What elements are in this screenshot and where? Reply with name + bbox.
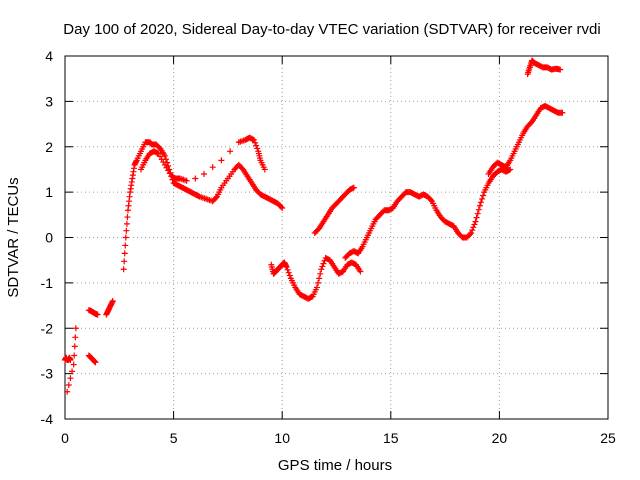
y-axis-label: SDTVAR / TECUs (5, 177, 22, 297)
data-point (467, 231, 474, 238)
y-tick-label: -1 (41, 275, 54, 291)
y-tick-label: 2 (45, 139, 53, 155)
data-point (469, 227, 476, 234)
plot-frame (64, 55, 609, 420)
data-point (121, 250, 128, 257)
ticks: 0 5 10 15 20 25 -4 -3 -2 -1 0 1 2 3 4 (41, 48, 616, 446)
data-point (279, 205, 286, 212)
data-point (473, 214, 480, 221)
data-point (278, 203, 285, 210)
data-point (120, 266, 127, 273)
data-point (479, 195, 486, 202)
y-tick-label: -3 (41, 366, 54, 382)
data-point (124, 214, 131, 221)
data-point (476, 202, 483, 209)
data-point (315, 279, 322, 286)
y-tick-label: 1 (45, 184, 53, 200)
data-point (471, 221, 478, 228)
data-point (254, 145, 261, 152)
data-point (64, 388, 71, 395)
x-tick-label: 15 (383, 430, 399, 446)
data-point (250, 136, 257, 143)
data-point (227, 148, 234, 155)
x-tick-label: 25 (600, 430, 616, 446)
data-point (252, 139, 259, 146)
data-point (472, 218, 479, 225)
data-point (72, 334, 79, 341)
data-point (123, 227, 130, 234)
data-point (209, 164, 216, 171)
data-point (71, 352, 78, 359)
data-point (253, 142, 260, 149)
data-point (559, 109, 566, 116)
data-point (320, 260, 327, 267)
data-point (69, 368, 76, 375)
y-tick-label: 3 (45, 93, 53, 109)
data-point (427, 197, 434, 204)
x-axis-label: GPS time / hours (278, 457, 392, 474)
data-point (94, 311, 101, 318)
data-point (67, 357, 74, 364)
data-point (123, 220, 130, 227)
grid (65, 56, 608, 419)
data-point (283, 263, 290, 270)
data-point (316, 275, 323, 282)
data-point (507, 166, 514, 173)
data-point (71, 343, 78, 350)
data-point (212, 194, 219, 201)
data-point (313, 284, 320, 291)
data-point (67, 375, 74, 382)
data-point (357, 268, 364, 275)
data-point (284, 266, 291, 273)
data-point (319, 263, 326, 270)
data-point (121, 258, 128, 265)
data-point (183, 177, 190, 184)
data-point (317, 270, 324, 277)
data-point (201, 170, 208, 177)
x-tick-label: 5 (170, 430, 178, 446)
data-points (62, 57, 566, 395)
data-point (468, 229, 475, 236)
data-point (350, 184, 357, 191)
chart-title: Day 100 of 2020, Sidereal Day-to-day VTE… (63, 21, 600, 38)
data-point (109, 298, 116, 305)
data-point (261, 166, 268, 173)
data-point (122, 242, 129, 249)
y-tick-label: 0 (45, 230, 53, 246)
data-point (218, 157, 225, 164)
x-tick-label: 10 (274, 430, 290, 446)
y-tick-label: -2 (41, 320, 54, 336)
data-point (285, 269, 292, 276)
data-point (480, 192, 487, 199)
data-point (474, 210, 481, 217)
data-point (192, 175, 199, 182)
data-point (286, 272, 293, 279)
data-point (92, 359, 99, 366)
data-point (72, 325, 79, 332)
data-point (477, 199, 484, 206)
data-point (557, 66, 564, 73)
x-tick-label: 0 (61, 430, 69, 446)
y-tick-label: -4 (41, 411, 54, 427)
data-point (470, 224, 477, 231)
x-tick-label: 20 (492, 430, 508, 446)
data-point (122, 234, 129, 241)
data-point (65, 381, 72, 388)
y-tick-label: 4 (45, 48, 53, 64)
data-point (70, 361, 77, 368)
data-point (475, 206, 482, 213)
data-point (318, 266, 325, 273)
